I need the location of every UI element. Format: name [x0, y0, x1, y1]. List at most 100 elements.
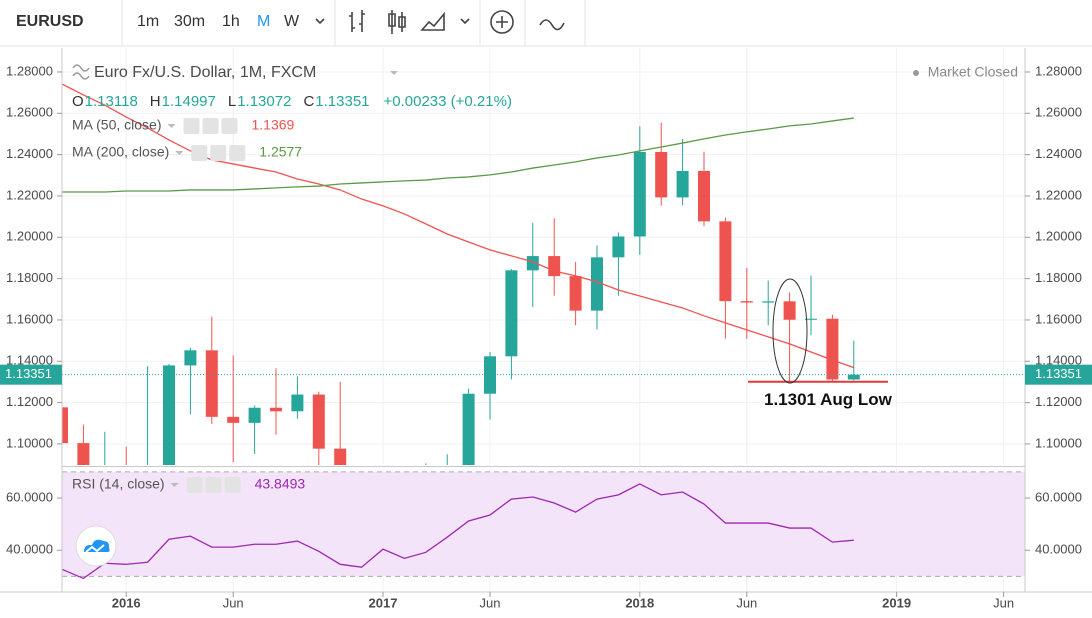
candle-body — [505, 270, 518, 357]
y-tick-label: 1.24000 — [1035, 146, 1082, 161]
legend-button — [210, 145, 227, 161]
last-price-label: 1.13351 — [5, 366, 52, 381]
x-tick-label: Jun — [223, 595, 244, 610]
legend-name: MA (200, close) — [72, 144, 169, 160]
series-line — [62, 483, 854, 580]
candle-body — [740, 301, 753, 303]
interval[interactable]: 30m — [174, 13, 205, 30]
legend-value: 1.1369 — [251, 117, 294, 133]
candle-body — [698, 170, 710, 222]
style-menu[interactable] — [460, 18, 470, 25]
last-price-box — [1025, 364, 1092, 385]
y-tick-label: 1.12000 — [1035, 394, 1082, 409]
candle-body — [205, 350, 218, 417]
title-menu[interactable] — [390, 71, 398, 75]
price-pane — [62, 83, 1025, 465]
y-tick-label: 60.0000 — [6, 489, 53, 504]
legend-button — [221, 118, 238, 134]
y-tick-label: 1.14000 — [1035, 353, 1082, 368]
rsi-plot — [62, 483, 854, 580]
candle-body — [847, 374, 860, 380]
symbol-logo — [72, 64, 90, 80]
candle-body — [484, 356, 496, 394]
add-icon — [496, 16, 508, 28]
legend-button — [191, 145, 208, 161]
ohlc-label: L — [228, 93, 236, 110]
candle-body — [248, 407, 261, 423]
legend-button — [205, 477, 222, 493]
y-tick-label: 1.10000 — [6, 435, 53, 450]
x-tick-label: 2017 — [369, 595, 398, 610]
interval[interactable]: M — [257, 13, 270, 30]
chart-title[interactable]: Euro Fx/U.S. Dollar, 1M, FXCM — [94, 64, 316, 81]
x-tick-label: Jun — [993, 595, 1014, 610]
toolbar: EURUSD 1m 30m 1h M W — [0, 0, 1092, 47]
bar-style-icon[interactable] — [349, 10, 365, 32]
candle-body — [762, 301, 775, 303]
legend-name: MA (50, close) — [72, 117, 161, 133]
x-tick-label: 2018 — [625, 595, 654, 610]
candle-style-icon[interactable] — [388, 10, 406, 34]
legend-name: RSI (14, close) — [72, 476, 165, 492]
candle-body — [526, 256, 539, 271]
ohlc-label: C — [303, 93, 314, 110]
ohlc-value: 1.13351 — [315, 93, 369, 110]
series-line — [62, 117, 854, 193]
market-status: Market Closed — [928, 64, 1018, 80]
legend-menu — [170, 483, 179, 487]
change: +0.00233 (+0.21%) — [384, 93, 512, 110]
symbol[interactable]: EURUSD — [16, 13, 84, 30]
labels: 2016 Jun 2017 Jun 2018 Jun 2019 Jun 1.10000 1.100… — [0, 63, 1092, 610]
ohlc-value: 1.13072 — [237, 93, 291, 110]
y-tick-label: 40.0000 — [1035, 542, 1082, 557]
y-tick-label: 1.22000 — [6, 187, 53, 202]
candle-body — [334, 448, 347, 465]
candle-body — [676, 170, 689, 198]
y-tick-label: 1.18000 — [6, 270, 53, 285]
y-tick-label: 60.0000 — [1035, 489, 1082, 504]
candle-body — [312, 394, 325, 449]
legend-menu — [175, 151, 184, 155]
candle-body — [227, 416, 240, 423]
area-style-icon[interactable] — [420, 11, 445, 31]
rsi-band — [62, 471, 1025, 577]
y-tick-label: 1.20000 — [6, 229, 53, 244]
candle-body — [633, 151, 646, 237]
y-tick-label: 1.28000 — [6, 63, 53, 78]
y-tick-label: 1.16000 — [1035, 311, 1082, 326]
add-indicator[interactable] — [490, 10, 514, 34]
candle-body — [805, 318, 817, 320]
annotation-text: 1.1301 Aug Low — [764, 390, 893, 409]
legend-button — [183, 118, 200, 134]
y-tick-label: 40.0000 — [6, 542, 53, 557]
indicators-icon[interactable] — [539, 19, 565, 31]
highlight-ellipse — [772, 278, 808, 384]
interval[interactable]: 1m — [137, 13, 159, 30]
candle-body — [163, 365, 175, 465]
y-tick-label: 1.10000 — [1035, 435, 1082, 450]
rsi-band-fill — [62, 471, 1025, 577]
last-price-label: 1.13351 — [1035, 366, 1082, 381]
y-tick-label: 1.12000 — [6, 394, 53, 409]
interval[interactable]: W — [284, 13, 300, 30]
legend-button — [202, 118, 219, 134]
interval[interactable]: 1h — [222, 13, 240, 30]
legend-value: 43.8493 — [255, 476, 306, 492]
y-tick-label: 1.26000 — [1035, 105, 1082, 120]
legend-menu — [167, 124, 176, 128]
ohlc-label: H — [150, 93, 161, 110]
candle-body — [291, 394, 304, 412]
ohlc-label: O — [72, 93, 84, 110]
tv-logo[interactable] — [75, 525, 117, 567]
logo-line — [85, 544, 105, 553]
candle-body — [270, 407, 282, 412]
legend-value: 1.2577 — [259, 144, 302, 160]
interval-menu[interactable] — [315, 18, 325, 25]
status-dot — [913, 70, 919, 76]
candle-body — [184, 350, 197, 366]
x-tick-label: Jun — [480, 595, 501, 610]
y-tick-label: 1.18000 — [1035, 270, 1082, 285]
x-tick-label: 2019 — [882, 595, 911, 610]
last-price-box — [0, 364, 62, 385]
